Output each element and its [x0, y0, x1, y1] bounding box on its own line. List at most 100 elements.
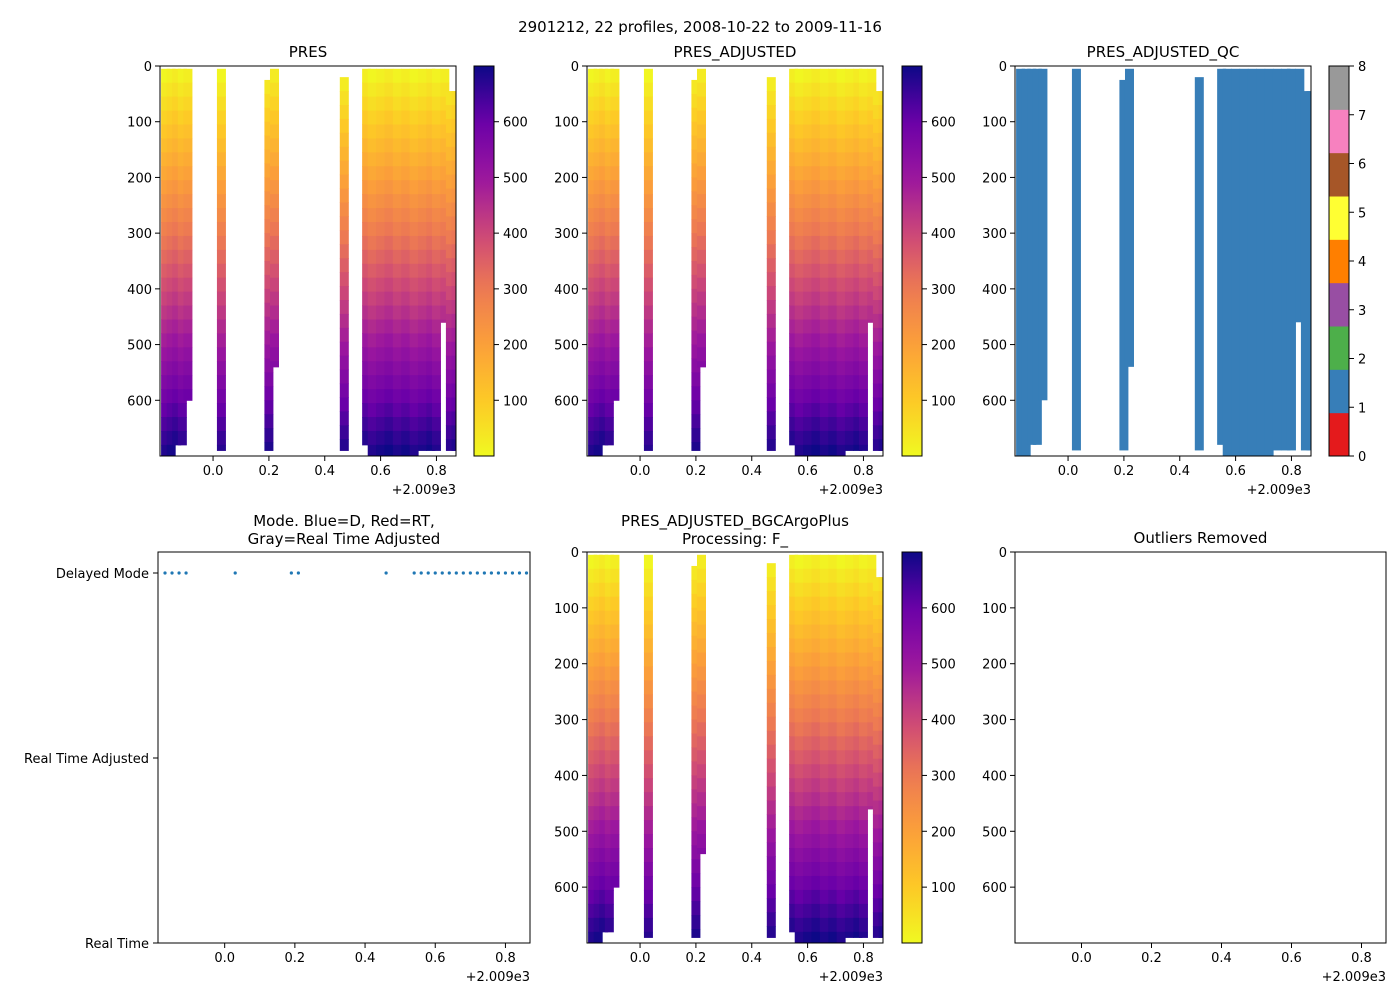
pressure-cell: [426, 417, 436, 432]
pressure-cell: [803, 347, 813, 362]
pressure-cell: [794, 820, 804, 835]
pressure-cell: [384, 138, 394, 153]
pressure-cell: [610, 764, 620, 779]
pressure-cell: [599, 319, 609, 334]
pressure-cell: [643, 792, 653, 807]
pressure-cell: [872, 160, 882, 176]
pressure-cell: [872, 439, 882, 451]
pressure-cell: [426, 249, 436, 265]
pressure-cell: [872, 383, 882, 398]
pressure-cell: [588, 194, 598, 209]
pressure-cell: [610, 333, 620, 348]
heatmap-cells: [588, 68, 883, 456]
pressure-cell: [766, 772, 776, 788]
pressure-cell: [794, 806, 804, 821]
profile-column: [216, 68, 226, 451]
pressure-cell: [445, 327, 455, 343]
profile-column: [878, 577, 883, 938]
profile-column: [172, 68, 182, 446]
pressure-cell: [828, 194, 838, 209]
pressure-cell: [828, 708, 838, 723]
x-tick-label: 0.0: [214, 951, 235, 966]
pressure-cell: [828, 235, 838, 251]
pressure-cell: [836, 277, 846, 293]
pressure-cell: [604, 652, 614, 668]
pressure-cell: [417, 263, 427, 279]
pressure-cell: [872, 730, 882, 746]
pressure-cell: [828, 680, 838, 695]
pressure-cell: [161, 96, 171, 112]
pressure-cell: [858, 222, 868, 237]
pressure-cell: [819, 110, 829, 125]
pressure-cell: [853, 389, 863, 404]
pressure-cell: [183, 319, 193, 334]
pressure-cell: [417, 152, 427, 167]
pressure-cell: [610, 249, 620, 265]
pressure-cell: [691, 163, 701, 178]
x-tick-label: 0.8: [1281, 464, 1302, 479]
pressure-cell: [264, 288, 274, 304]
pressure-cell: [789, 138, 799, 153]
pressure-cell: [216, 333, 226, 348]
qc-cell: [1247, 68, 1257, 456]
pressure-cell: [339, 174, 349, 190]
pressure-cell: [172, 430, 182, 446]
pressure-cell: [367, 403, 377, 418]
pressure-cell: [853, 110, 863, 125]
pressure-cell: [696, 610, 706, 626]
pressure-cell: [604, 235, 614, 251]
pressure-cell: [362, 166, 372, 181]
pressure-cell: [819, 889, 829, 905]
pressure-cell: [867, 554, 877, 570]
pressure-cell: [172, 305, 182, 320]
pressure-cell: [867, 82, 877, 98]
pressure-cell: [610, 806, 620, 821]
pressure-cell: [445, 118, 455, 134]
x-tick-label: 0.0: [203, 464, 224, 479]
pressure-cell: [431, 263, 441, 279]
pressure-cell: [836, 736, 846, 751]
pressure-cell: [803, 917, 813, 933]
pressure-cell: [166, 361, 176, 376]
pressure-cell: [811, 361, 821, 376]
pressure-cell: [643, 582, 653, 598]
pressure-cell: [451, 341, 456, 357]
pressure-cell: [803, 333, 813, 348]
pressure-cell: [696, 194, 706, 209]
pressure-cell: [269, 96, 279, 112]
pressure-cell: [643, 82, 653, 98]
pressure-cell: [599, 694, 609, 709]
pressure-cell: [819, 666, 829, 681]
pressure-cell: [828, 764, 838, 779]
pressure-cell: [367, 194, 377, 209]
pressure-cell: [872, 411, 882, 426]
pressure-cell: [216, 194, 226, 209]
pressure-cell: [819, 235, 829, 251]
profile-column: [878, 91, 883, 451]
pressure-cell: [599, 848, 609, 863]
pressure-cell: [867, 319, 877, 323]
pressure-cell: [867, 750, 877, 765]
pressure-cell: [803, 110, 813, 125]
qc-cell: [1264, 68, 1274, 456]
pressure-cell: [177, 403, 187, 418]
pressure-cell: [766, 327, 776, 343]
pressure-cell: [409, 235, 419, 251]
y-tick-label: 100: [127, 116, 152, 131]
pressure-cell: [161, 152, 171, 167]
pressure-cell: [872, 674, 882, 690]
pressure-cell: [794, 361, 804, 376]
pressure-cell: [828, 430, 838, 446]
pressure-cell: [610, 166, 620, 181]
pressure-cell: [819, 820, 829, 835]
pressure-cell: [451, 286, 456, 301]
pressure-cell: [264, 247, 274, 262]
profile-column: [1231, 68, 1241, 456]
pressure-cell: [339, 327, 349, 343]
pressure-cell: [588, 834, 598, 849]
pressure-cell: [161, 124, 171, 139]
pressure-cell: [445, 355, 455, 371]
pressure-cell: [451, 439, 456, 451]
pressure-cell: [844, 389, 854, 404]
pressure-cell: [696, 222, 706, 237]
